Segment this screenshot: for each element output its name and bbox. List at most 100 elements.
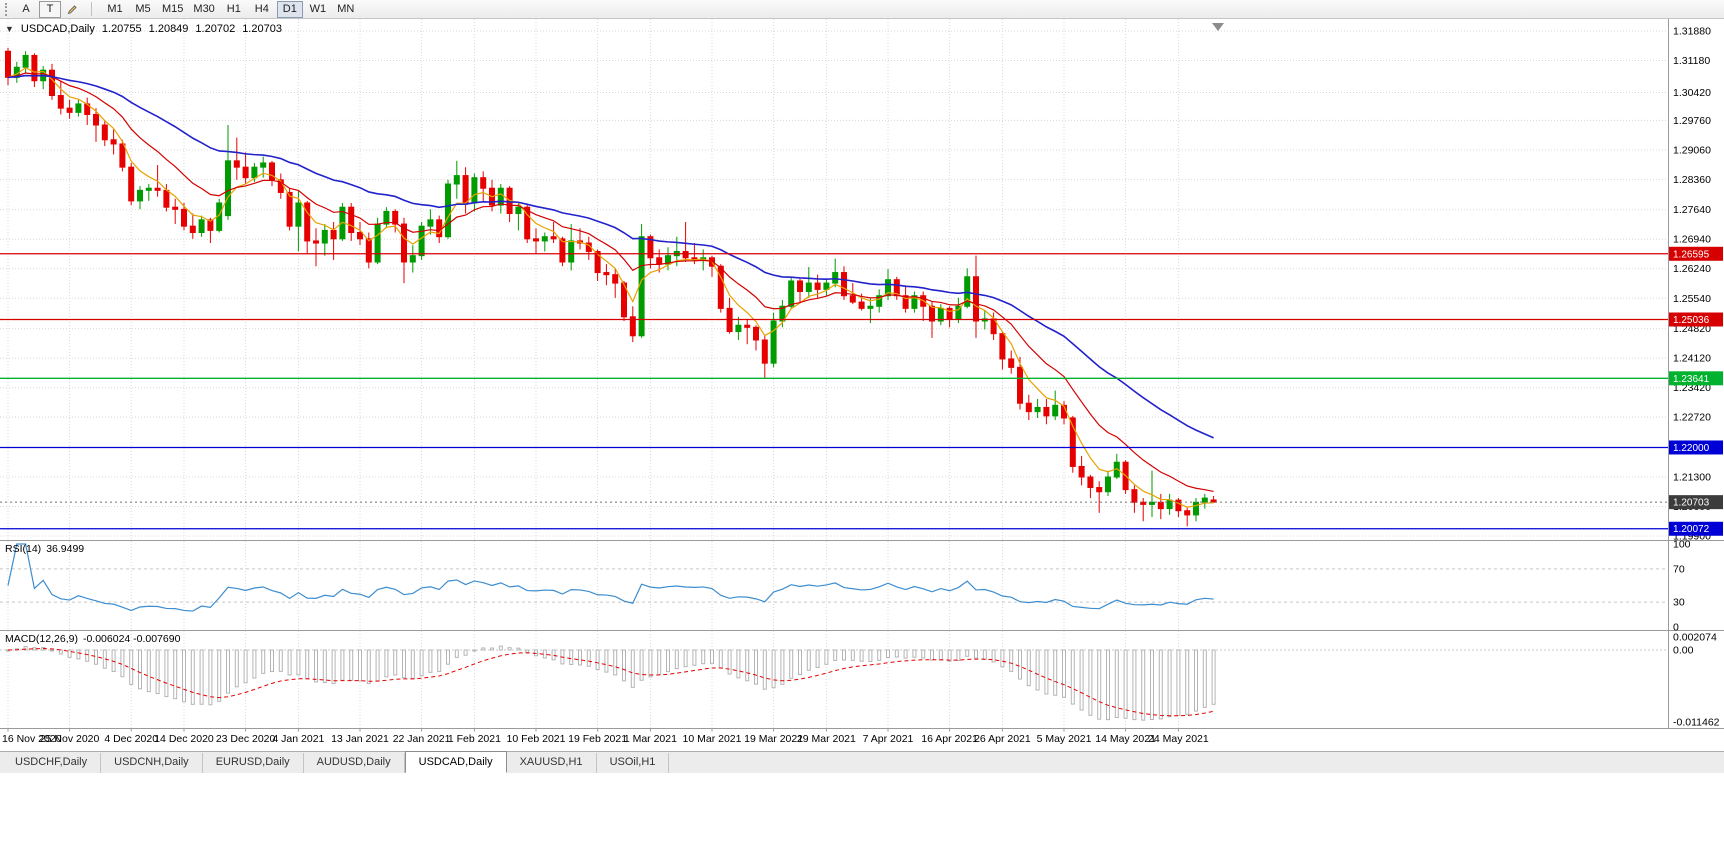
candle-body bbox=[445, 183, 451, 238]
macd-signal-line bbox=[7, 648, 1214, 717]
svg-text:0.00: 0.00 bbox=[1673, 645, 1694, 657]
candle-body bbox=[788, 280, 795, 307]
ohlc-close: 1.20703 bbox=[242, 23, 282, 35]
ma-line-34 bbox=[7, 74, 1214, 439]
tab-usoil-h1[interactable]: USOil,H1 bbox=[597, 753, 670, 773]
candle-body bbox=[621, 282, 627, 318]
candle-body bbox=[128, 166, 135, 202]
price-chart-canvas[interactable]: 1.31880 1.31180 1.30420 1.29760 1.29060 1.283… bbox=[0, 19, 1724, 751]
timeframe-m5[interactable]: M5 bbox=[130, 1, 156, 18]
candle-body bbox=[242, 166, 249, 179]
price-badge bbox=[1669, 440, 1723, 455]
tab-audusd-daily[interactable]: AUDUSD,Daily bbox=[304, 753, 405, 773]
candle-body bbox=[251, 166, 258, 179]
toolbar-gripper[interactable] bbox=[5, 2, 9, 16]
candle-body bbox=[647, 236, 654, 259]
svg-text:14 May 2021: 14 May 2021 bbox=[1095, 733, 1156, 745]
candle-body bbox=[550, 236, 557, 240]
candle-body bbox=[1131, 489, 1138, 503]
tab-eurusd-daily[interactable]: EURUSD,Daily bbox=[203, 753, 304, 773]
candle-body bbox=[357, 231, 363, 240]
macd-histogram bbox=[6, 645, 1216, 721]
timeframes-toolbar: M1 M5 M15 M30 H1 H4 D1 W1 MN bbox=[102, 0, 359, 18]
candle-body bbox=[753, 326, 759, 341]
label-tool-button[interactable]: T bbox=[39, 0, 61, 18]
candle-body bbox=[119, 143, 126, 168]
chart-shift-marker-icon[interactable] bbox=[1212, 23, 1224, 31]
svg-text:26 Apr 2021: 26 Apr 2021 bbox=[974, 733, 1031, 745]
tab-usdcad-daily[interactable]: USDCAD,Daily bbox=[404, 751, 507, 773]
timeframe-m1[interactable]: M1 bbox=[102, 1, 128, 18]
candle-body bbox=[471, 177, 478, 204]
svg-text:1.26940: 1.26940 bbox=[1673, 234, 1711, 246]
timeframe-d1[interactable]: D1 bbox=[276, 0, 303, 18]
tab-xauusd-h1[interactable]: XAUUSD,H1 bbox=[507, 753, 597, 773]
candle-body bbox=[1193, 501, 1199, 516]
candle-body bbox=[973, 276, 979, 322]
tab-usdchf-daily[interactable]: USDCHF,Daily bbox=[2, 753, 102, 773]
svg-text:19 Mar 2021: 19 Mar 2021 bbox=[744, 733, 803, 745]
candle-body bbox=[1069, 417, 1076, 467]
svg-text:29 Mar 2021: 29 Mar 2021 bbox=[797, 733, 856, 745]
candle-body bbox=[93, 113, 99, 126]
timeframe-h4[interactable]: H4 bbox=[249, 1, 275, 18]
svg-text:1.29760: 1.29760 bbox=[1673, 115, 1711, 127]
svg-text:25 Nov 2020: 25 Nov 2020 bbox=[40, 733, 100, 745]
chart-title-bar: ▼ USDCAD,Daily 1.20755 1.20849 1.20702 1… bbox=[5, 23, 282, 35]
candle-body bbox=[1140, 501, 1147, 505]
candle-body bbox=[1052, 404, 1059, 417]
price-badge bbox=[1669, 521, 1723, 536]
tab-usdcnh-daily[interactable]: USDCNH,Daily bbox=[101, 753, 203, 773]
candle-body bbox=[330, 229, 337, 240]
bottom-space bbox=[0, 773, 1724, 849]
one-click-trading-arrow-icon[interactable]: ▼ bbox=[5, 23, 14, 34]
svg-text:1.31180: 1.31180 bbox=[1673, 55, 1710, 67]
candle-body bbox=[365, 238, 372, 263]
timeframe-mn[interactable]: MN bbox=[333, 1, 359, 18]
rsi-name: RSI(14) bbox=[5, 543, 42, 555]
candle-body bbox=[849, 295, 856, 303]
candle-body bbox=[1175, 499, 1182, 512]
candle-body bbox=[559, 238, 566, 263]
svg-text:1.22720: 1.22720 bbox=[1673, 412, 1711, 424]
rsi-indicator-label: RSI(14) 36.9499 bbox=[5, 543, 84, 555]
candle-body bbox=[57, 94, 64, 109]
timeframe-h1[interactable]: H1 bbox=[221, 1, 247, 18]
candle-body bbox=[409, 255, 416, 263]
candle-body bbox=[1017, 366, 1023, 404]
svg-text:4 Jan 2021: 4 Jan 2021 bbox=[272, 733, 324, 745]
draw-tool-button[interactable] bbox=[61, 1, 83, 18]
text-tool-button[interactable]: A bbox=[15, 1, 37, 18]
candle-body bbox=[515, 206, 522, 215]
candle-body bbox=[462, 175, 469, 204]
candle-body bbox=[31, 54, 38, 82]
candle-body bbox=[418, 225, 425, 257]
candle-body bbox=[304, 202, 311, 242]
ma-line-13 bbox=[7, 72, 1214, 493]
price-badge bbox=[1669, 371, 1723, 386]
candle-body bbox=[101, 124, 108, 141]
timeframe-m30[interactable]: M30 bbox=[189, 1, 218, 18]
timeframe-w1[interactable]: W1 bbox=[305, 1, 331, 18]
toolbar-separator bbox=[91, 2, 92, 16]
candle-body bbox=[66, 107, 73, 113]
candle-body bbox=[717, 265, 724, 309]
candle-body bbox=[568, 240, 575, 263]
candle-body bbox=[427, 219, 434, 227]
candle-body bbox=[629, 316, 636, 337]
macd-name: MACD(12,26,9) bbox=[5, 633, 78, 645]
candle-body bbox=[207, 219, 214, 231]
timeframe-m15[interactable]: M15 bbox=[158, 1, 187, 18]
candle-body bbox=[735, 324, 742, 333]
svg-text:1.26240: 1.26240 bbox=[1673, 263, 1711, 275]
candle-body bbox=[999, 333, 1006, 360]
svg-text:30: 30 bbox=[1673, 597, 1685, 609]
candle-body bbox=[1166, 499, 1173, 510]
candle-body bbox=[805, 282, 812, 293]
ohlc-high: 1.20849 bbox=[148, 23, 189, 35]
candle-body bbox=[876, 295, 883, 307]
candle-body bbox=[1210, 499, 1217, 503]
svg-text:1.21300: 1.21300 bbox=[1673, 471, 1711, 483]
